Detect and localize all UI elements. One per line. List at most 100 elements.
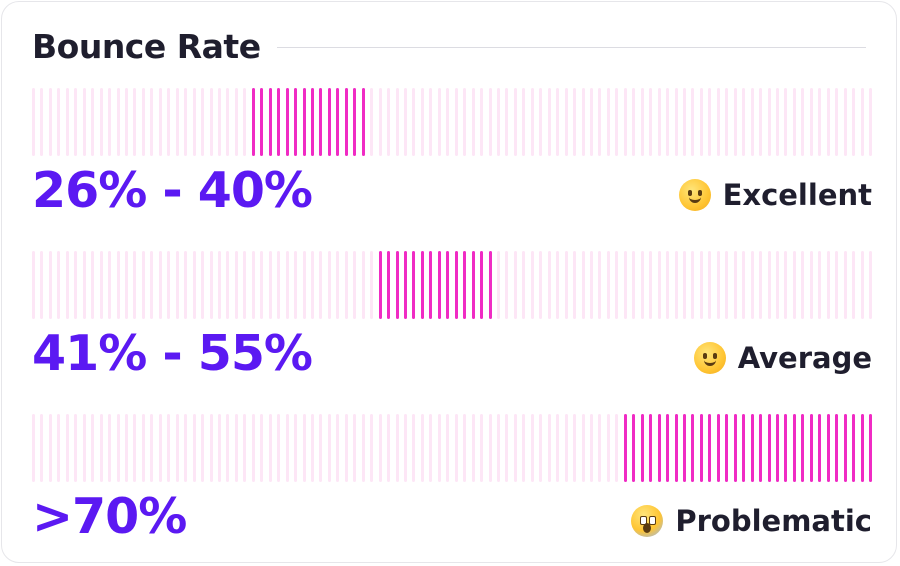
inactive-tick bbox=[623, 251, 627, 319]
inactive-tick bbox=[302, 414, 306, 482]
inactive-tick bbox=[184, 251, 188, 319]
inactive-tick bbox=[32, 414, 35, 482]
inactive-tick bbox=[556, 251, 560, 319]
inactive-tick bbox=[336, 414, 340, 482]
inactive-tick bbox=[742, 88, 746, 156]
smiling-face-icon bbox=[693, 342, 726, 374]
inactive-tick bbox=[285, 414, 289, 482]
inactive-tick bbox=[82, 88, 86, 156]
active-tick bbox=[742, 414, 746, 482]
inactive-tick bbox=[311, 414, 314, 482]
card-header: Bounce Rate bbox=[32, 24, 866, 68]
inactive-tick bbox=[82, 251, 86, 319]
inactive-tick bbox=[226, 88, 230, 156]
inactive-tick bbox=[74, 414, 78, 482]
range-bar bbox=[32, 88, 872, 156]
inactive-tick bbox=[666, 251, 670, 319]
active-tick bbox=[750, 414, 754, 482]
inactive-tick bbox=[429, 414, 433, 482]
inactive-tick bbox=[657, 88, 661, 156]
inactive-tick bbox=[125, 414, 128, 482]
inactive-tick bbox=[65, 414, 69, 482]
inactive-tick bbox=[141, 251, 145, 319]
active-tick bbox=[725, 414, 729, 482]
active-tick bbox=[488, 251, 492, 319]
inactive-tick bbox=[505, 251, 509, 319]
inactive-tick bbox=[564, 251, 568, 319]
inactive-tick bbox=[683, 88, 686, 156]
inactive-tick bbox=[116, 251, 120, 319]
inactive-tick bbox=[285, 251, 289, 319]
inactive-tick bbox=[539, 414, 543, 482]
inactive-tick bbox=[632, 88, 636, 156]
range-value: >70% bbox=[32, 488, 187, 545]
active-tick bbox=[699, 414, 703, 482]
inactive-tick bbox=[209, 251, 213, 319]
inactive-tick bbox=[513, 88, 517, 156]
inactive-tick bbox=[505, 88, 509, 156]
inactive-tick bbox=[869, 88, 872, 156]
inactive-tick bbox=[759, 88, 763, 156]
active-tick bbox=[319, 88, 323, 156]
inactive-tick bbox=[480, 88, 484, 156]
inactive-tick bbox=[65, 88, 69, 156]
inactive-tick bbox=[590, 88, 593, 156]
inactive-tick bbox=[412, 414, 416, 482]
party-face-icon bbox=[678, 179, 711, 211]
inactive-tick bbox=[547, 88, 551, 156]
inactive-tick bbox=[429, 88, 433, 156]
active-tick bbox=[437, 251, 441, 319]
active-tick bbox=[733, 414, 737, 482]
inactive-tick bbox=[573, 414, 577, 482]
status-label-group: Excellent bbox=[678, 178, 872, 212]
inactive-tick bbox=[463, 414, 467, 482]
inactive-tick bbox=[530, 88, 534, 156]
inactive-tick bbox=[370, 251, 374, 319]
inactive-tick bbox=[277, 251, 281, 319]
inactive-tick bbox=[387, 88, 391, 156]
inactive-tick bbox=[708, 88, 712, 156]
inactive-tick bbox=[826, 88, 830, 156]
inactive-tick bbox=[150, 414, 154, 482]
inactive-tick bbox=[699, 251, 703, 319]
inactive-tick bbox=[581, 414, 585, 482]
inactive-tick bbox=[353, 414, 357, 482]
inactive-tick bbox=[243, 88, 247, 156]
active-tick bbox=[404, 251, 407, 319]
inactive-tick bbox=[488, 88, 492, 156]
inactive-tick bbox=[691, 251, 695, 319]
active-tick bbox=[454, 251, 458, 319]
inactive-tick bbox=[733, 88, 737, 156]
inactive-tick bbox=[547, 251, 551, 319]
active-tick bbox=[463, 251, 467, 319]
inactive-tick bbox=[666, 88, 670, 156]
inactive-tick bbox=[750, 251, 754, 319]
inactive-tick bbox=[91, 88, 95, 156]
inactive-tick bbox=[480, 414, 484, 482]
inactive-tick bbox=[141, 414, 145, 482]
inactive-tick bbox=[497, 88, 500, 156]
inactive-tick bbox=[344, 414, 348, 482]
inactive-tick bbox=[471, 88, 475, 156]
inactive-tick bbox=[674, 251, 678, 319]
inactive-tick bbox=[99, 414, 103, 482]
active-tick bbox=[277, 88, 281, 156]
inactive-tick bbox=[792, 251, 796, 319]
active-tick bbox=[708, 414, 712, 482]
inactive-tick bbox=[598, 251, 602, 319]
inactive-tick bbox=[184, 414, 188, 482]
inactive-tick bbox=[843, 251, 847, 319]
active-tick bbox=[327, 88, 331, 156]
inactive-tick bbox=[674, 88, 678, 156]
inactive-tick bbox=[809, 88, 813, 156]
inactive-tick bbox=[74, 251, 78, 319]
active-tick bbox=[336, 88, 340, 156]
inactive-tick bbox=[463, 88, 467, 156]
inactive-tick bbox=[767, 88, 771, 156]
active-tick bbox=[268, 88, 272, 156]
inactive-tick bbox=[116, 414, 120, 482]
inactive-tick bbox=[412, 88, 416, 156]
inactive-tick bbox=[108, 88, 112, 156]
inactive-tick bbox=[801, 88, 805, 156]
inactive-tick bbox=[530, 251, 534, 319]
